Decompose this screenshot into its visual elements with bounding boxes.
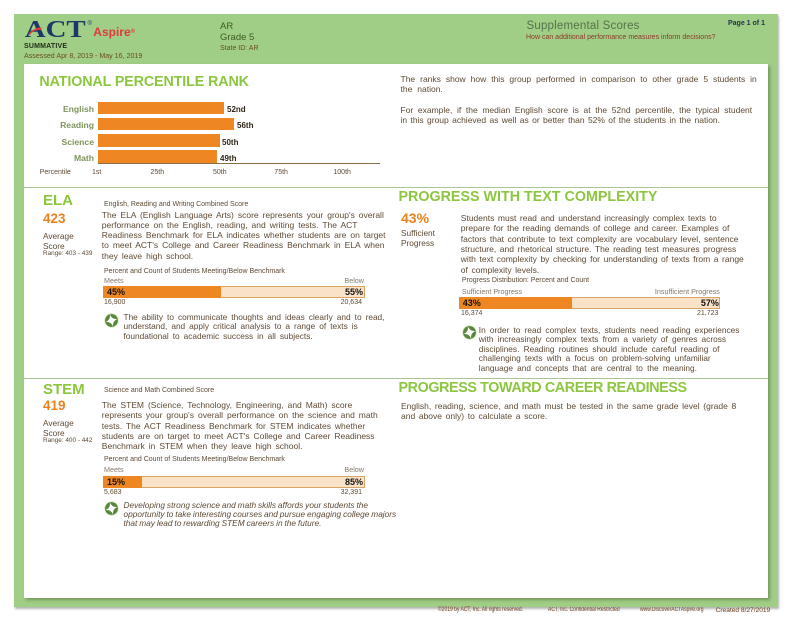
svg-text:®: ® [88, 20, 93, 27]
